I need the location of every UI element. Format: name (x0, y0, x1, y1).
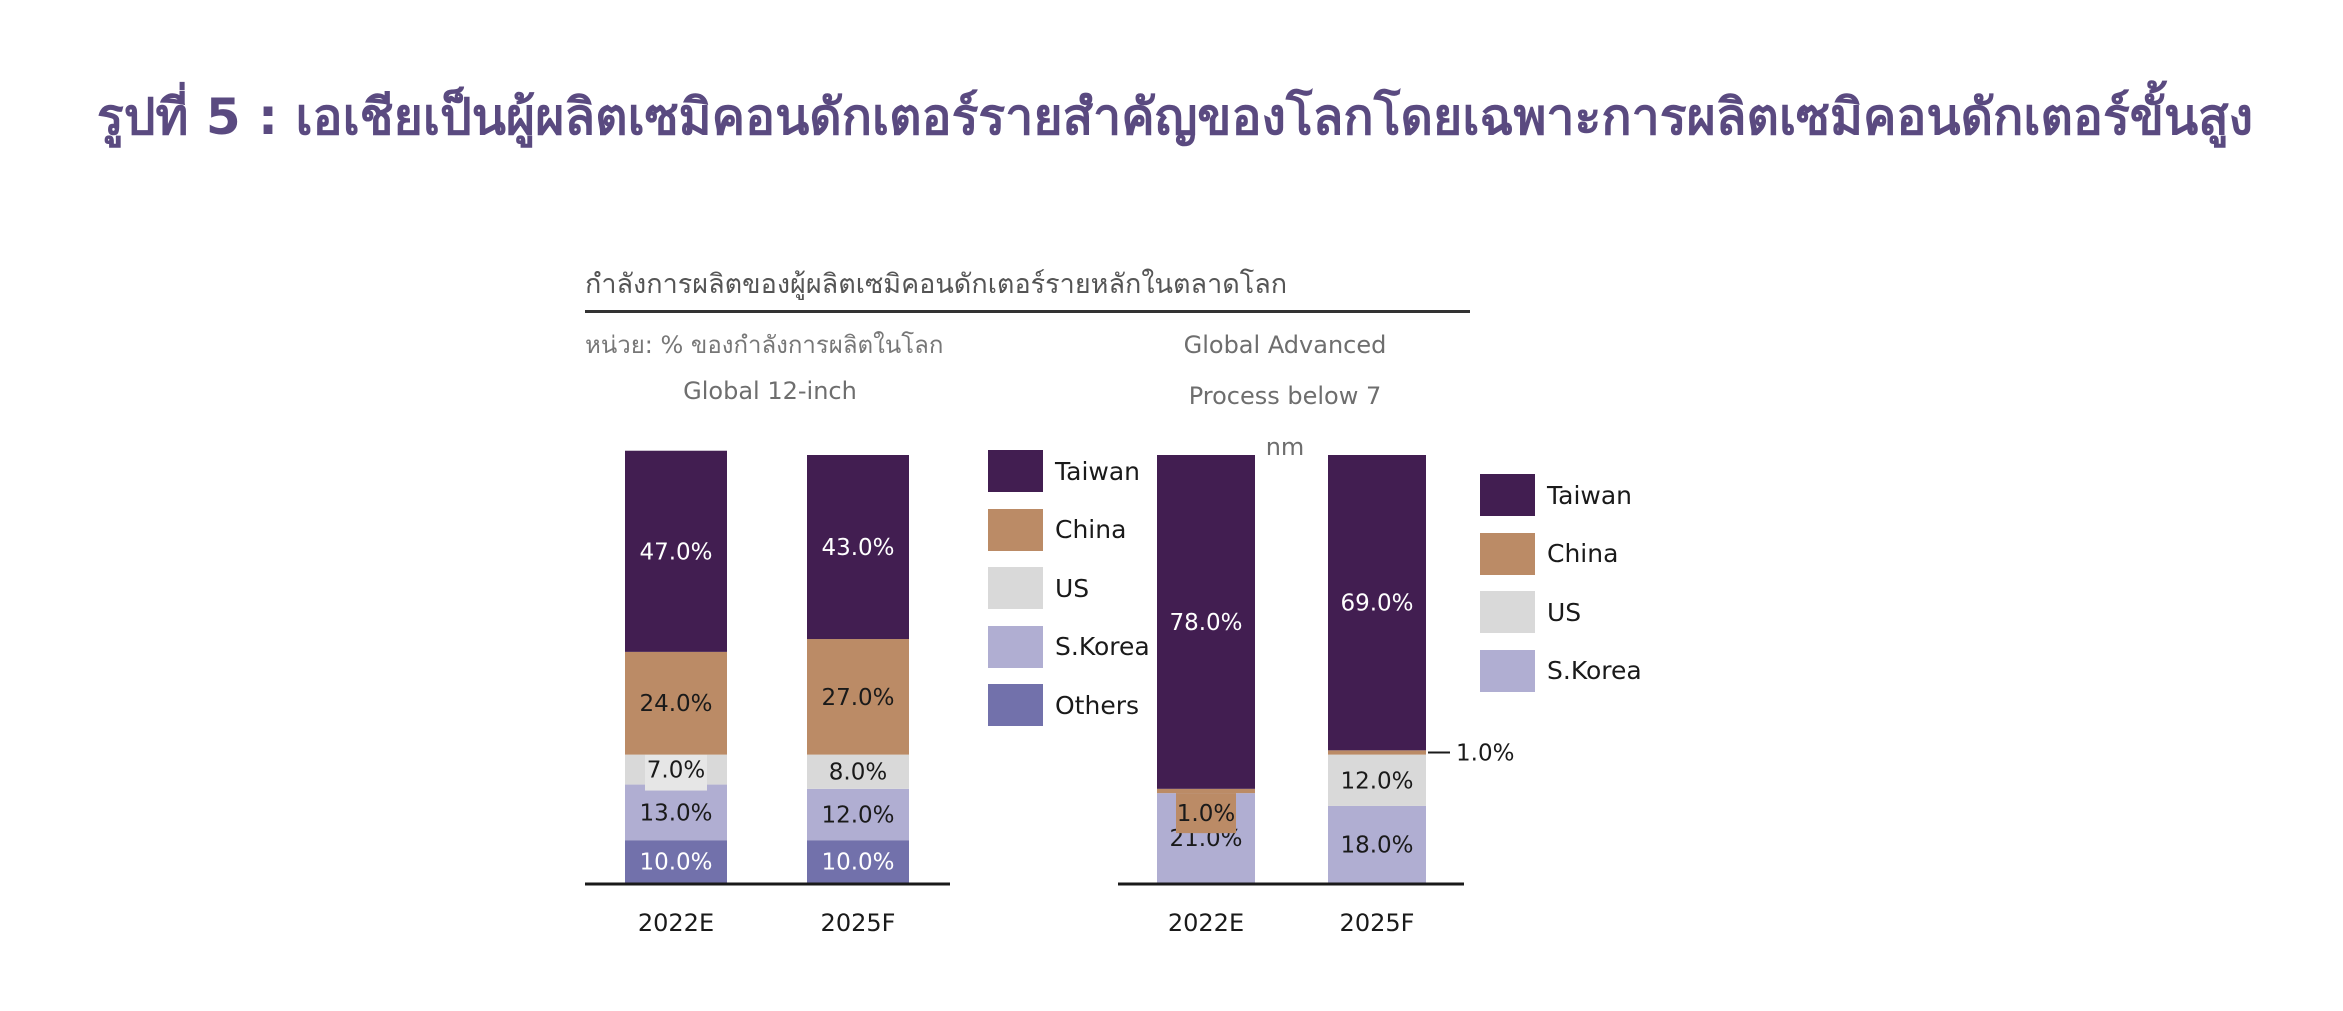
bar-segment-1-s-korea-2022e (625, 784, 727, 841)
data-label-2-china-2025f: 1.0% (1456, 740, 1514, 766)
legend-label-us: US (1055, 573, 1090, 603)
data-label-1-s-korea-2025f: 12.0% (821, 803, 894, 829)
data-label-1-us-2022e: 7.0% (647, 758, 705, 784)
bar-segment-1-china-2022e (625, 651, 727, 755)
bar-segment-1-s-korea-2025f (807, 788, 909, 841)
data-label-1-china-2022e: 24.0% (639, 691, 712, 717)
legend-label-taiwan: Taiwan (1547, 480, 1633, 510)
bar-segment-1-us-2025f (807, 754, 909, 789)
x-tick-label-2-2025f: 2025F (1340, 909, 1415, 937)
data-label-1-taiwan-2022e: 47.0% (639, 539, 712, 565)
legend-label-china: China (1547, 539, 1619, 568)
chart-subtitle: กำลังการผลิตของผู้ผลิตเซมิคอนดักเตอร์ราย… (585, 269, 1288, 300)
data-label-2-taiwan-2022e: 78.0% (1169, 610, 1242, 636)
legend-item-s-korea: S.Korea (988, 625, 1150, 668)
legend-label-china: China (1055, 515, 1127, 544)
x-tick-label-2-2022e: 2022E (1168, 909, 1244, 937)
legend-label-s-korea: S.Korea (1547, 656, 1642, 685)
legend-swatch-others (988, 684, 1043, 726)
bar-segment-1-taiwan-2025f (807, 455, 909, 640)
legend-swatch-taiwan (1480, 474, 1535, 516)
data-label-1-taiwan-2025f: 43.0% (821, 535, 894, 561)
bar-segment-2-taiwan-2025f (1328, 455, 1426, 751)
bar-segment-2-china-2022e (1157, 788, 1255, 794)
data-label-1-others-2025f: 10.0% (821, 850, 894, 876)
legend-item-china: China (988, 508, 1127, 551)
legend-label-taiwan: Taiwan (1055, 456, 1141, 486)
bar-segment-2-china-2025f (1328, 750, 1426, 755)
legend-item-us: US (988, 567, 1089, 609)
bar-segment-1-others-2022e (625, 840, 727, 883)
legend-item-s-korea: S.Korea (1480, 649, 1642, 692)
legend-swatch-china (988, 508, 1043, 551)
data-label-1-others-2022e: 10.0% (639, 850, 712, 876)
data-label-1-s-korea-2022e: 13.0% (639, 800, 712, 826)
legend-item-taiwan: Taiwan (988, 450, 1140, 492)
legend-item-others: Others (988, 684, 1139, 726)
legend-item-us: US (1480, 591, 1581, 633)
legend-label-us: US (1547, 597, 1582, 627)
data-label-2-s-korea-2025f: 18.0% (1340, 832, 1413, 858)
x-tick-label-1-2025f: 2025F (821, 909, 896, 937)
data-label-1-china-2025f: 27.0% (821, 685, 894, 711)
x-tick-label-1-2022e: 2022E (638, 909, 714, 937)
data-label-1-us-2025f: 8.0% (829, 760, 887, 786)
legend-swatch-taiwan (988, 450, 1043, 492)
page-title: รูปที่ 5 : เอเชียเป็นผู้ผลิตเซมิคอนดักเต… (96, 88, 2254, 146)
chart-1-title: Global 12-inch (683, 377, 857, 405)
data-label-2-china-2022e: 1.0% (1177, 801, 1235, 827)
legend-swatch-us (988, 567, 1043, 609)
legend-swatch-us (1480, 591, 1535, 633)
bar-segment-2-taiwan-2022e (1157, 455, 1255, 789)
legend-item-taiwan: Taiwan (1480, 474, 1632, 516)
legend-label-others: Others (1055, 690, 1140, 720)
legend-swatch-s-korea (1480, 649, 1535, 692)
legend-label-s-korea: S.Korea (1055, 632, 1150, 661)
label-box-us (645, 748, 707, 791)
bar-segment-1-china-2025f (807, 639, 909, 755)
chart-2-title: Global Advanced Process below 7 nm (1183, 331, 1387, 461)
legend-swatch-china (1480, 532, 1535, 575)
bar-segment-2-us-2025f (1328, 754, 1426, 806)
bar-segment-1-taiwan-2022e (625, 450, 727, 652)
bar-segment-2-s-korea-2025f (1328, 805, 1426, 883)
subtitle-divider (585, 310, 1470, 313)
legend-swatch-s-korea (988, 625, 1043, 668)
unit-note: หน่วย: % ของกำลังการผลิตในโลก (585, 331, 944, 359)
data-label-2-us-2025f: 12.0% (1340, 768, 1413, 794)
data-label-2-taiwan-2025f: 69.0% (1340, 591, 1413, 617)
label-box-china (1176, 793, 1236, 834)
legend-item-china: China (1480, 532, 1619, 575)
bar-segment-1-others-2025f (807, 840, 909, 883)
